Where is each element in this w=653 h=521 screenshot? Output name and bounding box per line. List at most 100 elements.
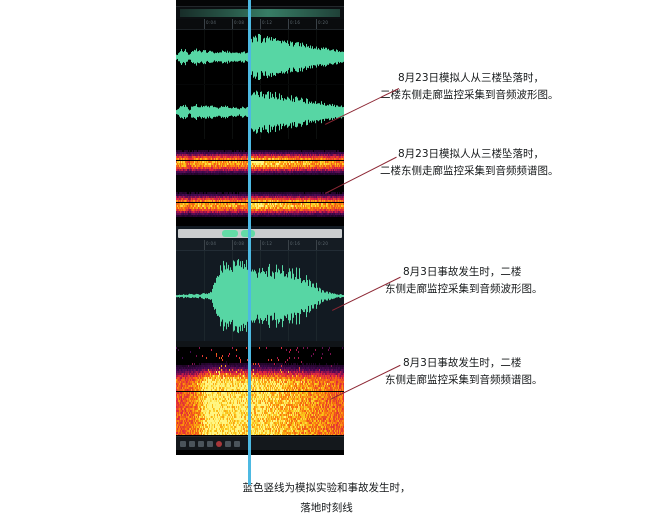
spectrogram-cell: [211, 154, 212, 156]
spectrogram-cell: [178, 165, 179, 167]
spectrogram-cell: [210, 158, 211, 160]
spectrogram-cell: [224, 156, 225, 158]
panel-spectrogram-aug3[interactable]: [176, 341, 344, 455]
spectrogram-cell: [180, 150, 181, 152]
spectrogram-cell: [177, 165, 178, 167]
spectrogram-cell: [188, 169, 189, 171]
spectrogram-cell: [209, 171, 210, 173]
spectrogram-cell: [221, 156, 222, 158]
spectrogram-channel-right[interactable]: [176, 182, 344, 222]
spectrogram-cell: [201, 171, 202, 173]
spectrogram-cell: [205, 152, 206, 154]
spectrogram-cell: [185, 173, 186, 175]
panel-waveform-aug23[interactable]: 0:04 0:08 0:12 0:16 0:20: [176, 0, 344, 139]
spectrogram-cell: [219, 158, 220, 160]
spectrogram-cell: [187, 165, 188, 167]
spectrogram-cell: [199, 150, 200, 152]
spectrogram-cell: [188, 158, 189, 160]
ruler-tick-label: 0:16: [290, 20, 301, 25]
spectrogram-cell: [196, 156, 197, 158]
panel-spectrogram-aug23[interactable]: [176, 139, 344, 224]
spectrogram-cell: [211, 158, 212, 160]
spectrogram-cell: [188, 152, 189, 154]
spectrogram-cell: [197, 171, 198, 173]
spectrogram-cell: [189, 163, 190, 165]
spectrogram-cell: [226, 150, 227, 152]
spectrogram-cell: [219, 154, 220, 156]
spectrogram-cell: [203, 156, 204, 158]
spectrogram-cell: [183, 173, 184, 175]
spectrogram-cell: [195, 165, 196, 167]
spectrogram-cell: [184, 167, 185, 169]
spectrogram-cell: [198, 165, 199, 167]
overview-blob: [222, 230, 238, 237]
spectrogram-cell: [188, 163, 189, 165]
spectrogram-cell: [209, 163, 210, 165]
spectrogram-channel-left[interactable]: [176, 140, 344, 180]
spectrogram-cell: [191, 163, 192, 165]
spectrogram-cell: [216, 150, 217, 152]
spectrogram-cell: [203, 154, 204, 156]
spectrogram-cell: [215, 156, 216, 158]
spectrogram-cell: [181, 171, 182, 173]
spectrogram-cell: [222, 158, 223, 160]
spectrogram-cell: [216, 171, 217, 173]
panel-waveform-aug3[interactable]: 0:040:080:120:160:20 -24.0: [176, 226, 344, 341]
spectrogram-cell: [221, 152, 222, 154]
spectrogram-cell: [185, 167, 186, 169]
spectrogram-cell: [181, 154, 182, 156]
spectrogram-cell: [186, 156, 187, 158]
waveform-channel-left[interactable]: [176, 30, 344, 84]
spectrogram-cell: [198, 156, 199, 158]
spectrogram-cell: [184, 165, 185, 167]
spectrogram-cell: [184, 169, 185, 171]
spectrogram-cell: [180, 161, 181, 163]
spectrogram-cell: [216, 158, 217, 160]
spectrogram-cell: [182, 161, 183, 163]
spectrogram-cell: [214, 158, 215, 160]
spectrogram-cell: [209, 173, 210, 175]
waveform-channel-right[interactable]: [176, 85, 344, 139]
spectrogram-cell: [178, 158, 179, 160]
spectrogram-cell: [193, 161, 194, 163]
spectrogram-cell: [189, 150, 190, 152]
spectrogram-cell: [209, 167, 210, 169]
spectrogram-cell: [219, 150, 220, 152]
spectrogram-cell: [187, 161, 188, 163]
spectrogram-cell: [203, 167, 204, 169]
spectrogram-cell: [183, 161, 184, 163]
spectrogram-cell: [205, 169, 206, 171]
spectrogram-cell: [207, 165, 208, 167]
spectrogram-cell: [204, 171, 205, 173]
spectrogram-cell: [213, 158, 214, 160]
spectrogram-cell: [205, 163, 206, 165]
timeline-ruler-top[interactable]: 0:04 0:08 0:12 0:16 0:20: [176, 19, 344, 30]
spectrogram-cell: [205, 156, 206, 158]
spectrogram-cell: [188, 167, 189, 169]
spectrogram-cell: [200, 167, 201, 169]
spectrogram-cell: [198, 173, 199, 175]
overview-strip-top[interactable]: [176, 6, 344, 20]
spectrogram-cell: [180, 167, 181, 169]
spectrogram-cell: [215, 169, 216, 171]
spectrogram-cell: [202, 167, 203, 169]
horizontal-scrollbar[interactable]: [178, 229, 342, 238]
ruler-tick-label: 0:04: [206, 241, 217, 246]
spectrogram-cell: [343, 158, 344, 160]
spectrogram-cell: [179, 150, 180, 152]
spectrogram-cell: [177, 163, 178, 165]
spectrogram-cell: [216, 161, 217, 163]
timeline-ruler-mid[interactable]: 0:04 0:08 0:12 0:16 0:20: [176, 240, 344, 251]
spectrogram-cell: [184, 163, 185, 165]
spectrogram-cell: [193, 171, 194, 173]
spectrogram-cell: [197, 154, 198, 156]
spectrogram-cell: [218, 156, 219, 158]
spectrogram-cell: [207, 171, 208, 173]
waveform-channel-mono[interactable]: [176, 251, 344, 341]
spectrogram-cell: [193, 163, 194, 165]
spectrogram-cell: [176, 173, 177, 175]
spectrogram-cell: [343, 200, 344, 202]
spectrogram-cell: [186, 171, 187, 173]
spectrogram-cell: [224, 152, 225, 154]
spectrogram-mono[interactable]: [176, 347, 344, 435]
